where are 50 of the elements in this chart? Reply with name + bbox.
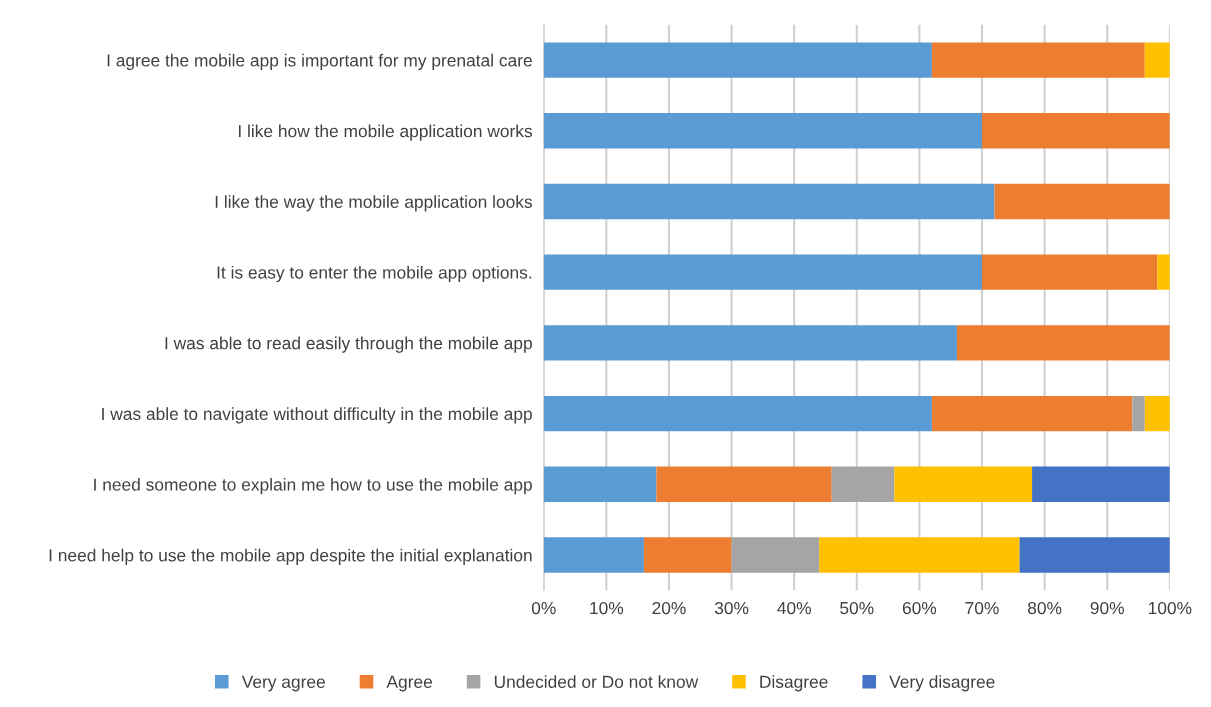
x-tick-label: 80% xyxy=(1027,601,1062,615)
bar xyxy=(1144,395,1170,432)
bar xyxy=(1132,395,1145,432)
x-tick-label: 10% xyxy=(590,601,624,615)
bar xyxy=(731,537,820,573)
legend-label: Undecided or Do not know xyxy=(494,675,699,688)
y-tick-label: I need help to use the mobile app despite the initial explanation xyxy=(49,548,532,565)
x-tick-label: 30% xyxy=(714,601,749,615)
legend-label: Very agree xyxy=(241,675,325,692)
bar xyxy=(1032,466,1170,502)
bar xyxy=(994,183,1170,220)
bar xyxy=(656,466,832,502)
bar xyxy=(1144,42,1170,78)
bar xyxy=(543,113,982,149)
x-tick-label: 90% xyxy=(1090,601,1124,615)
x-tick-label: 0% xyxy=(531,601,556,615)
bar xyxy=(643,537,732,573)
x-tick-label: 100% xyxy=(1148,601,1192,615)
bar xyxy=(543,466,657,502)
y-tick-label: I was able to read easily through the mobile app xyxy=(165,336,532,353)
bar xyxy=(831,466,895,502)
bar xyxy=(982,113,1170,149)
bar xyxy=(819,537,1020,573)
x-tick-label: 20% xyxy=(652,601,686,615)
bar xyxy=(543,395,932,432)
bar xyxy=(543,183,995,220)
x-tick-label: 60% xyxy=(902,601,937,615)
bar xyxy=(1019,537,1170,573)
bar xyxy=(543,325,957,361)
bar xyxy=(931,395,1133,432)
bar xyxy=(543,42,932,78)
bar xyxy=(543,537,644,573)
y-tick-label: It is easy to enter the mobile app options. xyxy=(217,265,532,283)
bar xyxy=(543,254,982,290)
bar xyxy=(1157,254,1170,290)
y-tick-label: I like how the mobile application works xyxy=(238,124,533,141)
y-tick-label: I like the way the mobile application looks xyxy=(215,195,533,212)
legend-label: Agree xyxy=(386,675,433,692)
x-tick-label: 50% xyxy=(840,601,874,615)
bar xyxy=(956,325,1170,361)
y-tick-label: I was able to navigate without difficulty in the mobile app xyxy=(102,407,532,424)
legend-label: Disagree xyxy=(760,675,828,692)
bar xyxy=(931,42,1145,78)
x-tick-label: 70% xyxy=(965,601,999,615)
x-tick-label: 40% xyxy=(777,601,811,615)
bar xyxy=(894,466,1033,502)
legend-label: Very disagree xyxy=(889,675,995,692)
bar xyxy=(982,254,1158,290)
y-tick-label: I agree the mobile app is important for my prenatal care xyxy=(107,53,532,70)
y-tick-label: I need someone to explain me how to use the mobile app xyxy=(94,478,532,495)
